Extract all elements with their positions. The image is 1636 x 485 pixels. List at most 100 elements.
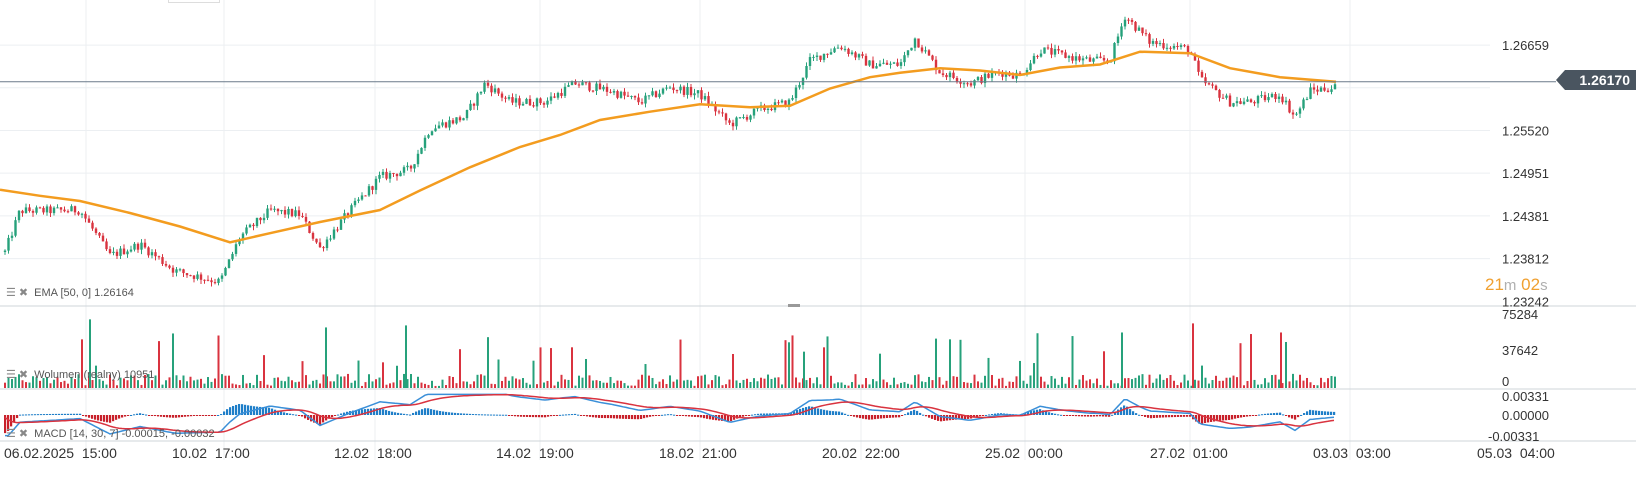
volume-bar xyxy=(179,380,181,388)
volume-bar xyxy=(812,383,815,388)
candle-body xyxy=(1113,42,1116,62)
volume-bar xyxy=(1148,374,1151,388)
volume-bar xyxy=(690,380,692,388)
candle-body xyxy=(161,257,164,264)
macd-hist-bar xyxy=(607,415,610,419)
candle-body xyxy=(567,85,570,87)
candle-body xyxy=(983,73,987,84)
close-icon[interactable]: ✖ xyxy=(18,428,29,440)
macd-hist-bar xyxy=(1153,415,1156,419)
macd-hist-bar xyxy=(1123,405,1126,415)
volume-bar xyxy=(1306,377,1308,388)
macd-hist-bar xyxy=(1081,415,1084,417)
volume-bar xyxy=(378,377,381,388)
close-icon[interactable]: ✖ xyxy=(18,287,29,299)
volume-bar xyxy=(574,385,577,388)
volume-bar xyxy=(1054,378,1056,388)
volume-bar xyxy=(893,377,895,388)
candle-body xyxy=(1151,41,1155,44)
volume-bar xyxy=(1271,375,1273,388)
candle-body xyxy=(497,88,500,94)
volume-axis[interactable]: 75284 37642 0 xyxy=(1502,307,1538,389)
macd-hist-bar xyxy=(958,415,961,420)
macd-hist-bar xyxy=(130,414,133,416)
candle-body xyxy=(1169,47,1172,49)
time-tick-label: 20.02 22:00 xyxy=(822,445,900,461)
top-tab[interactable] xyxy=(168,0,220,3)
macd-hist-bar xyxy=(703,415,706,419)
candle-body xyxy=(1074,56,1078,61)
macd-hist-bar xyxy=(559,414,562,416)
macd-hist-bar xyxy=(379,408,382,415)
volume-bar xyxy=(396,365,398,388)
macd-hist-bar xyxy=(238,404,241,415)
candle-body xyxy=(616,91,619,98)
volume-bar xyxy=(151,380,153,388)
candle-body xyxy=(91,222,94,229)
macd-legend[interactable]: ☰ ✖ MACD [14, 30, 7] -0.00015, -0.00032 xyxy=(6,428,215,440)
close-icon[interactable]: ✖ xyxy=(18,369,29,381)
macd-hist-bar xyxy=(688,415,691,417)
volume-bar xyxy=(91,380,94,388)
candle-body xyxy=(98,232,101,236)
volume-bar xyxy=(900,382,902,388)
candle-body xyxy=(574,81,577,85)
current-price-tag: 1.26170 xyxy=(1556,70,1636,90)
candle-body xyxy=(815,55,819,57)
macd-hist-bar xyxy=(859,415,862,419)
volume-bar xyxy=(914,375,916,388)
volume-bar xyxy=(700,375,703,388)
candle-body xyxy=(798,84,801,88)
candle-body xyxy=(220,275,224,279)
candle-body xyxy=(472,103,476,106)
volume-bar xyxy=(753,378,755,388)
volume-legend[interactable]: ☰ ✖ Wolumen (realny) 10951 xyxy=(6,368,154,381)
macd-hist-bar xyxy=(766,413,769,415)
candle-body xyxy=(199,274,203,280)
macd-hist-bar xyxy=(1111,414,1114,416)
macd-hist-bar xyxy=(1078,415,1081,417)
candle-body xyxy=(339,219,343,230)
volume-bar xyxy=(1015,376,1018,388)
macd-hist-bar xyxy=(1315,410,1318,415)
pane-resize-handle[interactable] xyxy=(788,304,800,307)
candle-body xyxy=(122,248,126,255)
volume-bar xyxy=(746,378,748,388)
macd-hist-bar xyxy=(211,415,214,416)
volume-bar xyxy=(140,384,143,388)
macd-hist-bar xyxy=(841,412,844,415)
volume-tick-label: 0 xyxy=(1502,374,1509,389)
macd-hist-bar xyxy=(262,407,265,415)
macd-hist-bar xyxy=(982,415,985,416)
macd-hist-bar xyxy=(1276,412,1279,415)
volume-bar xyxy=(504,376,507,388)
candle-body xyxy=(934,59,938,71)
candle-body xyxy=(955,77,959,82)
candle-body xyxy=(1057,49,1060,51)
candle-body xyxy=(1242,101,1246,104)
candle-body xyxy=(735,117,738,127)
volume-bar xyxy=(508,380,510,388)
macd-hist-bar xyxy=(538,415,541,418)
macd-hist-bar xyxy=(1270,413,1273,415)
macd-axis[interactable]: 0.00331 0.00000 -0.00331 xyxy=(1488,389,1549,444)
ema-legend[interactable]: ☰ ✖ EMA [50, 0] 1.26164 xyxy=(6,286,134,299)
volume-bar xyxy=(1071,336,1074,388)
macd-hist-bar xyxy=(1303,413,1306,415)
candle-body xyxy=(640,102,644,104)
candle-body xyxy=(1095,56,1099,59)
macd-hist-bar xyxy=(520,415,523,417)
time-axis[interactable]: 06.02.2025 15:00 10.02 17:00 12.02 18:00 14… xyxy=(4,445,1555,461)
menu-icon[interactable]: ☰ xyxy=(6,287,16,299)
price-axis[interactable]: 1.26659 1.25520 1.24951 1.24381 1.23812 1.232… xyxy=(1502,38,1549,309)
menu-icon[interactable]: ☰ xyxy=(6,428,16,440)
candle-body xyxy=(577,84,581,86)
macd-hist-bar xyxy=(232,405,235,415)
menu-icon[interactable]: ☰ xyxy=(6,369,16,381)
volume-bar xyxy=(340,376,342,388)
candle-body xyxy=(882,62,885,64)
volume-bar xyxy=(777,377,780,388)
volume-bar xyxy=(238,385,241,388)
candle-body xyxy=(514,98,518,103)
